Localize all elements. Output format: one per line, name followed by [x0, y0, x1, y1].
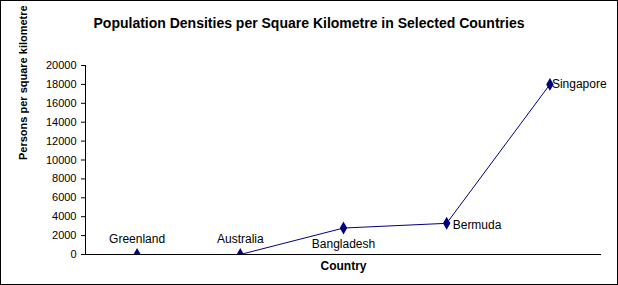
svg-text:6000: 6000 — [52, 191, 76, 203]
svg-text:18000: 18000 — [46, 78, 77, 90]
svg-text:Greenland: Greenland — [109, 232, 165, 246]
svg-text:2000: 2000 — [52, 229, 76, 241]
svg-text:16000: 16000 — [46, 97, 77, 109]
svg-text:14000: 14000 — [46, 116, 77, 128]
svg-text:Country: Country — [321, 259, 367, 273]
svg-text:Australia: Australia — [217, 232, 264, 246]
svg-text:Singapore: Singapore — [552, 77, 607, 91]
svg-text:Persons per square kilometre: Persons per square kilometre — [17, 5, 29, 160]
svg-text:12000: 12000 — [46, 135, 77, 147]
svg-text:20000: 20000 — [46, 59, 77, 71]
svg-text:Bermuda: Bermuda — [453, 218, 502, 232]
html-text:Population Densities per Squar: Population Densities per Square Kilometr… — [93, 15, 525, 31]
svg-text:8000: 8000 — [52, 172, 76, 184]
svg-text:Bangladesh: Bangladesh — [312, 237, 375, 251]
svg-text:10000: 10000 — [46, 154, 77, 166]
svg-text:0: 0 — [70, 248, 76, 260]
svg-text:4000: 4000 — [52, 210, 76, 222]
